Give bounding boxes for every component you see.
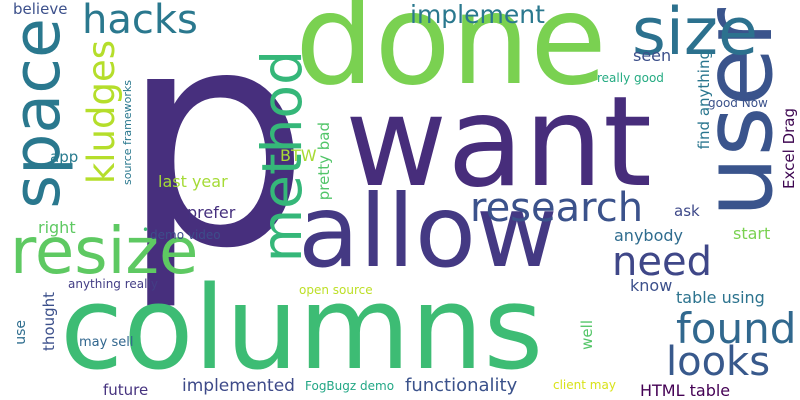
word-anybody: anybody bbox=[614, 226, 683, 245]
word-good-now: good Now bbox=[708, 96, 768, 110]
word-app: app bbox=[50, 148, 79, 166]
word-future: future bbox=[103, 381, 149, 399]
word-know: know bbox=[630, 276, 673, 295]
word-resize: resize bbox=[10, 215, 199, 289]
word-open-source: open source bbox=[299, 283, 373, 297]
word-pretty-bad: pretty bad bbox=[315, 122, 333, 201]
word-done: done bbox=[295, 0, 607, 113]
word-implemented: implemented bbox=[182, 376, 295, 396]
word-source-frameworks: source frameworks bbox=[121, 80, 134, 185]
word-prefer: prefer bbox=[187, 203, 236, 222]
word-well: well bbox=[578, 320, 596, 350]
word-size: size bbox=[632, 0, 759, 70]
word-dot: • bbox=[142, 223, 150, 237]
word-hacks: hacks bbox=[82, 0, 198, 43]
word-excel-drag: Excel Drag bbox=[780, 108, 798, 189]
word-client-may: client may bbox=[553, 378, 616, 392]
word-really-good: really good bbox=[597, 71, 664, 85]
word-right: right bbox=[38, 218, 76, 237]
word-need: need bbox=[612, 239, 712, 285]
word-p: p bbox=[120, 0, 311, 314]
word-demo-video: demo video bbox=[150, 228, 221, 242]
word-fogbugz-demo: FogBugz demo bbox=[305, 379, 395, 393]
word-btw: BTW bbox=[280, 146, 317, 165]
word-thought: thought bbox=[40, 292, 58, 351]
word-last-year: last year bbox=[158, 172, 228, 191]
word-html-table: HTML table bbox=[640, 381, 731, 400]
word-anything-really: anything really bbox=[68, 277, 158, 291]
word-kludges: kludges bbox=[80, 40, 123, 185]
word-ask: ask bbox=[674, 202, 700, 220]
word-start: start bbox=[733, 224, 771, 243]
word-research: research bbox=[470, 185, 644, 231]
word-table-using: table using bbox=[676, 288, 765, 307]
word-seen: seen bbox=[633, 46, 672, 65]
word-space: space bbox=[0, 18, 75, 209]
word-may-sell: may sell bbox=[79, 335, 134, 350]
word-allow: allow bbox=[298, 173, 558, 290]
word-found: found bbox=[676, 304, 797, 353]
word-implement: implement bbox=[410, 0, 545, 29]
word-use: use bbox=[13, 320, 29, 345]
word-columns: columns bbox=[60, 262, 544, 396]
word-looks: looks bbox=[666, 339, 771, 385]
word-believe: believe bbox=[13, 0, 68, 18]
word-functionality: functionality bbox=[405, 375, 518, 396]
word-want: want bbox=[345, 70, 653, 215]
